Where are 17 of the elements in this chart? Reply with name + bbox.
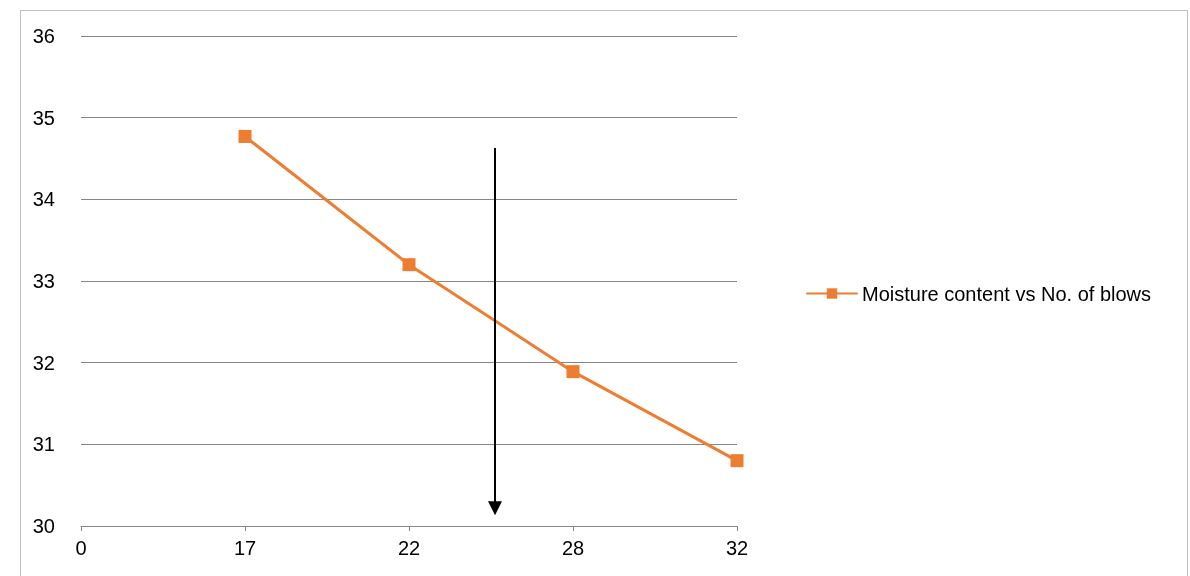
point <box>566 365 580 379</box>
y-tick-label: 36 <box>32 25 55 47</box>
y-tick-label: 30 <box>32 515 55 537</box>
x-tick-label: 28 <box>561 537 585 559</box>
y-tick-label: 35 <box>32 106 55 129</box>
point <box>402 258 416 272</box>
x-tick-label: 22 <box>397 537 421 559</box>
point <box>730 454 744 468</box>
point <box>238 129 252 143</box>
y-tick-label: 32 <box>32 351 55 374</box>
x-tick-label: 32 <box>725 537 749 559</box>
y-tick-label: 34 <box>32 188 55 211</box>
x-tick-label: 17 <box>233 537 257 559</box>
legend-label: Moisture content vs No. of blows <box>862 282 1152 305</box>
y-tick-label: 31 <box>32 433 55 456</box>
x-tick-label: 0 <box>75 537 87 559</box>
y-tick-label: 33 <box>32 270 55 292</box>
